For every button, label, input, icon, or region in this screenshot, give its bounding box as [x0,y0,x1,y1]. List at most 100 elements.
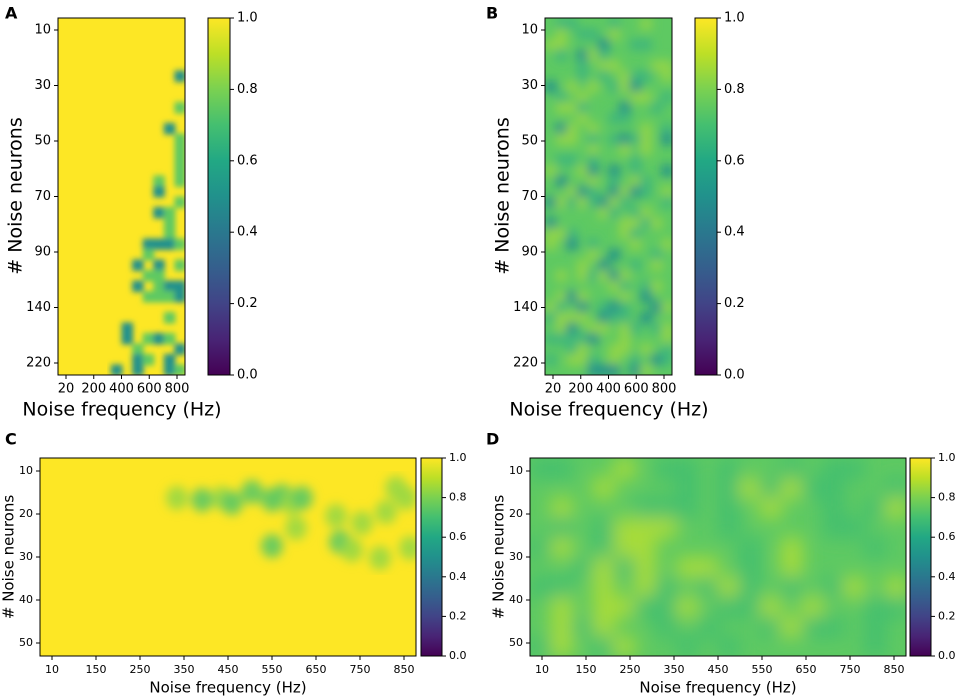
heatmap-cells [110,70,185,375]
x-tick-label: 600 [624,382,649,397]
heatmap-cell [619,217,631,229]
heatmap-cell [619,280,631,292]
heatmap-cell [566,154,578,166]
y-tick-label: 40 [509,593,523,606]
heatmap-cell [801,616,824,638]
heatmap-cell [661,91,672,103]
heatmap-cell [608,270,621,282]
heatmap-cell [576,102,589,114]
heatmap-cell [619,270,631,282]
heatmap-cell [576,165,589,177]
heatmap-cell [629,238,642,250]
heatmap-cell [608,343,621,355]
heatmap-cell [597,301,610,313]
heatmap-cell [174,280,185,292]
heatmap-cell [576,312,589,324]
heatmap-cell [576,291,589,303]
heatmap-cell [640,217,652,229]
heatmap-cell [655,497,678,519]
x-tick-label: 20 [58,382,75,397]
heatmap-cell [163,312,176,324]
heatmap-cell [640,291,652,303]
heatmap-cell [587,333,599,345]
heatmap-cell [592,557,615,578]
y-tick-label: 140 [513,300,538,315]
heatmap-cell [619,144,631,156]
heatmap-cell [555,270,568,282]
heatmap-cell [597,312,610,324]
heatmap [545,18,672,375]
heatmap [530,458,906,656]
panel-D: D 10 150 250 350 450 550 650 750 850 10 20 30 40 50 Noi… [486,430,956,697]
heatmap-cell [640,186,652,198]
heatmap-cell [132,354,144,366]
heatmap-cell [174,343,185,355]
heatmap-cell [619,343,631,355]
heatmap-cell [174,196,185,208]
heatmap-cell [640,18,652,30]
heatmap-cell [640,175,652,187]
heatmap-cell [640,312,652,324]
heatmap-cell [822,576,845,598]
heatmap-cell [634,576,657,598]
heatmap-cell [550,497,573,519]
colorbar-tick-label: 0.4 [237,225,258,240]
heatmap-cell [566,228,578,240]
heatmap-cell [697,616,719,638]
heatmap-cell [608,18,621,30]
heatmap-cell [399,536,416,560]
heatmap-cell [592,537,615,558]
heatmap-cell [738,537,761,558]
heatmap-cell [555,49,568,61]
heatmap-cell [587,144,599,156]
heatmap-cell [629,259,642,271]
heatmap-cell [629,217,642,229]
x-tick-label: 600 [137,382,162,397]
heatmap-cell [576,343,589,355]
heatmap-cell [530,537,552,558]
heatmap-cell [587,249,599,261]
heatmap-cell [545,81,557,93]
heatmap-cell [153,333,165,345]
heatmap-cell [566,102,578,114]
y-tick-label: 90 [34,245,51,260]
heatmap-cell [550,576,573,598]
heatmap-cell [369,546,391,570]
heatmap-cell [676,458,699,479]
heatmap-cell [325,504,347,528]
colorbar-tick-label: 1.0 [449,451,467,464]
colorbar-tick-label: 0.0 [724,368,745,383]
colorbar-tick-label: 1.0 [938,451,956,464]
heatmap-cell [555,196,568,208]
heatmap-cell [619,70,631,82]
heatmap-cell [555,123,568,135]
x-axis-label: Noise frequency (Hz) [22,399,221,421]
heatmap-cell [592,477,615,499]
y-tick-label: 70 [34,189,51,204]
heatmap-cell [555,312,568,324]
x-tick-label: 550 [752,663,773,676]
y-tick-label: 50 [19,636,33,649]
heatmap-cell [163,354,176,366]
heatmap-cell [619,196,631,208]
heatmap-cell [555,333,568,345]
heatmap-cell [530,458,552,479]
heatmap-cell [530,636,552,656]
heatmap-cell [587,196,599,208]
heatmap-cell [550,517,573,539]
heatmap-cell [550,636,573,656]
heatmap-cell [608,175,621,187]
heatmap-cell [174,364,185,375]
heatmap-cell [566,133,578,145]
colorbar-tick-label: 0.6 [938,530,956,543]
heatmap-cell [843,458,866,479]
heatmap-cell [619,133,631,145]
x-tick-label: 350 [664,663,685,676]
heatmap-cell [661,196,672,208]
heatmap-cell [661,165,672,177]
heatmap-cell [375,500,397,524]
heatmap-cell [629,186,642,198]
heatmap-cell [738,596,761,618]
x-tick-label: 350 [174,663,195,676]
